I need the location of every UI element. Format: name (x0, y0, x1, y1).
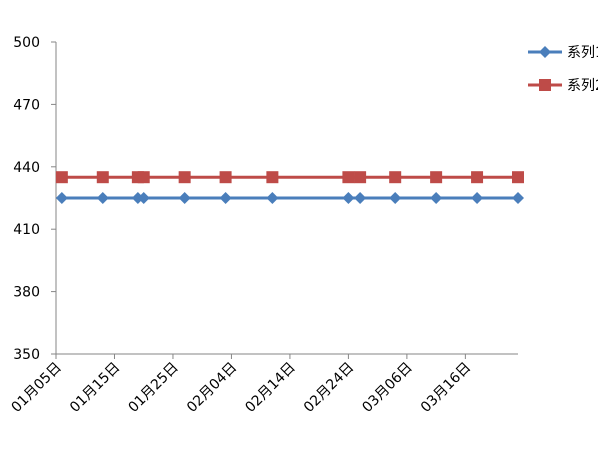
x-tick-label: 01月05日 (9, 360, 65, 416)
marker (471, 192, 484, 204)
legend-label: 系列2 (567, 78, 598, 94)
marker (137, 192, 150, 204)
marker (512, 192, 524, 204)
y-tick-label: 380 (13, 285, 40, 301)
marker (389, 192, 402, 204)
marker (389, 171, 402, 184)
marker (539, 79, 551, 91)
x-tick-label: 02月04日 (184, 360, 240, 416)
x-tick-label: 02月14日 (242, 360, 298, 416)
marker (96, 171, 109, 184)
marker (266, 171, 279, 184)
x-tick-label: 02月24日 (301, 360, 357, 416)
marker (178, 171, 191, 184)
marker (266, 192, 279, 204)
y-tick-label: 410 (13, 222, 40, 238)
marker (342, 192, 355, 204)
marker (430, 192, 443, 204)
marker (219, 192, 232, 204)
x-tick-label: 01月15日 (67, 360, 123, 416)
marker (342, 171, 355, 184)
x-tick-label: 01月25日 (125, 360, 181, 416)
marker (219, 171, 232, 184)
marker (471, 171, 484, 184)
marker (178, 192, 191, 204)
x-tick-label: 03月16日 (418, 360, 474, 416)
marker (137, 171, 150, 184)
x-tick-label: 03月06日 (359, 360, 415, 416)
marker (430, 171, 443, 184)
marker (512, 171, 524, 184)
y-tick-label: 350 (13, 347, 40, 363)
marker (539, 46, 551, 58)
marker (354, 171, 367, 184)
marker (96, 192, 109, 204)
marker (354, 192, 367, 204)
marker (55, 171, 68, 184)
y-tick-label: 500 (13, 35, 40, 51)
y-tick-label: 440 (13, 160, 40, 176)
y-tick-label: 470 (13, 97, 40, 113)
marker (55, 192, 68, 204)
legend-label: 系列1 (567, 45, 598, 61)
